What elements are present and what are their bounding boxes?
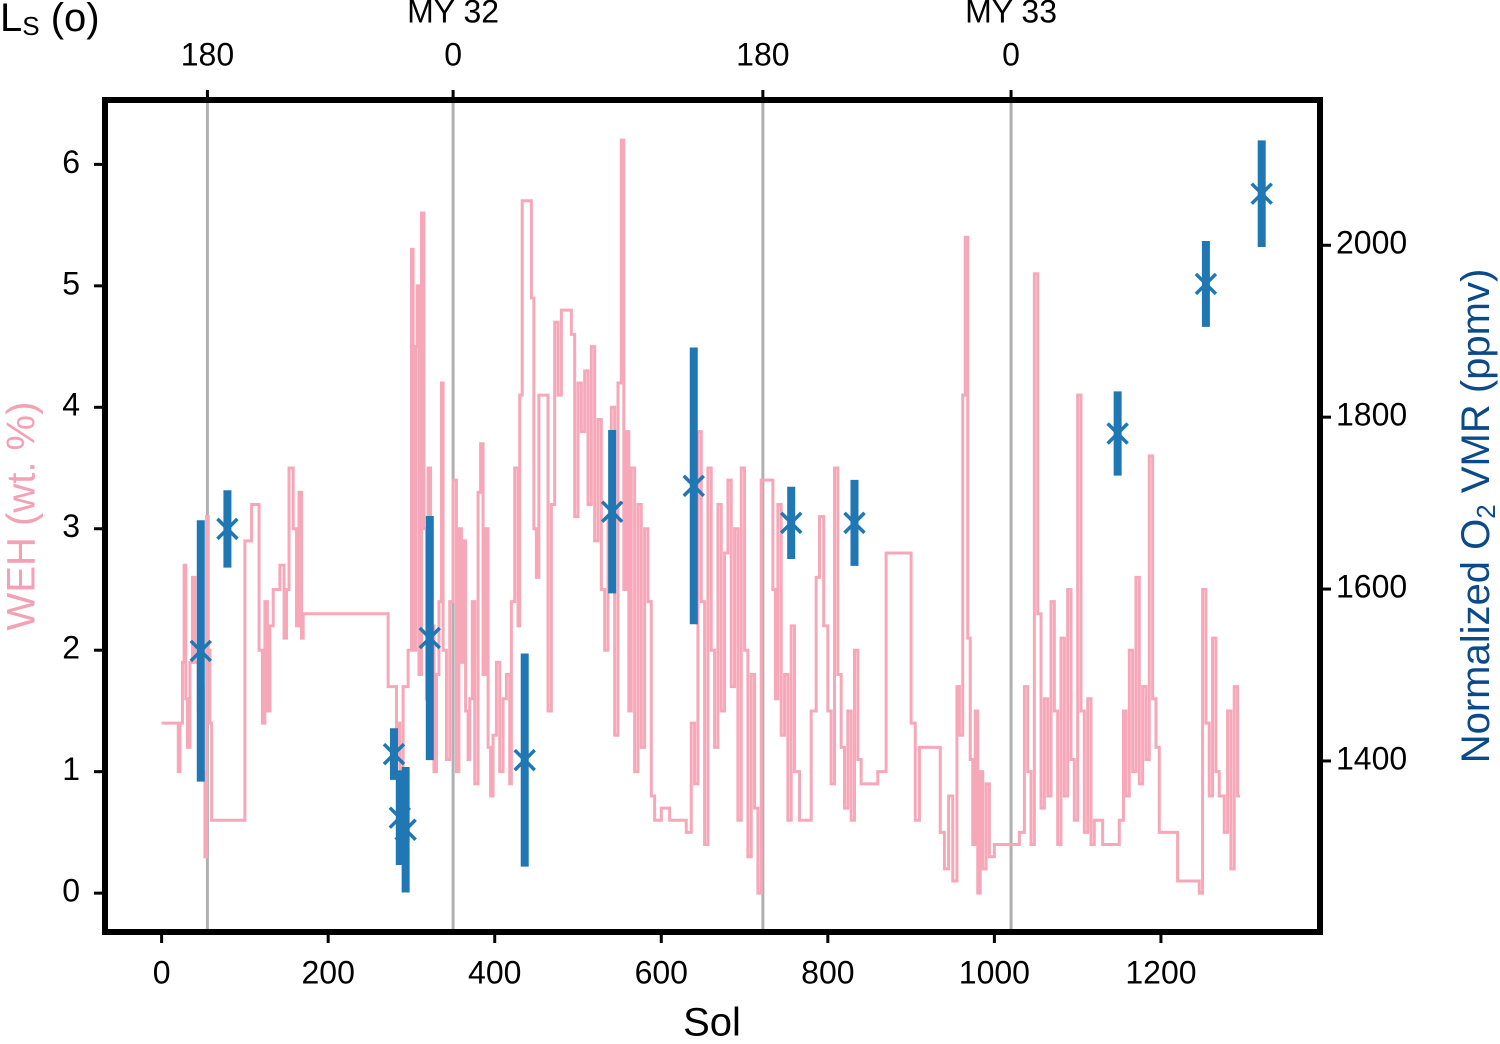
x2-tick-label: 0: [1002, 36, 1020, 72]
marker-stroke: [394, 818, 417, 841]
y2-tick-label: 1600: [1336, 569, 1407, 605]
y2-label-sub: 2: [1471, 504, 1500, 518]
y-tick-label: 4: [62, 387, 80, 423]
y-tick-label: 1: [62, 751, 80, 787]
x-tick-label: 400: [468, 954, 521, 990]
mars-year-label: MY 33: [965, 0, 1057, 29]
marker-stroke: [382, 742, 406, 766]
x-tick-label: 1200: [1125, 954, 1196, 990]
o2-point: [513, 748, 536, 772]
y-tick-label: 5: [62, 265, 80, 301]
x2-tick-label: 0: [444, 36, 462, 72]
marker-stroke: [513, 748, 536, 772]
y2-tick-label: 1800: [1336, 397, 1407, 433]
y2-tick-label: 2000: [1336, 225, 1407, 261]
marker-stroke: [1250, 182, 1273, 205]
marker-stroke: [779, 511, 803, 535]
y-tick-label: 0: [62, 873, 80, 909]
x-tick-label: 600: [635, 954, 688, 990]
o2-point: [779, 511, 803, 535]
x2-label-rest: (o): [40, 0, 100, 40]
o2-point: [682, 474, 706, 498]
o2-point: [382, 742, 406, 766]
marker-stroke: [600, 500, 624, 523]
x-axis-label: Sol: [683, 1001, 741, 1044]
marker-stroke: [843, 511, 866, 535]
marker-stroke: [1106, 422, 1129, 445]
x-tick-label: 0: [153, 954, 171, 990]
y2-label-rest: VMR (ppmv): [1454, 269, 1498, 505]
y-axis-label: WEH (wt. %): [0, 402, 44, 631]
y-tick-label: 2: [62, 630, 80, 666]
x-tick-label: 800: [801, 954, 854, 990]
x-tick-label: 1000: [959, 954, 1030, 990]
marker-stroke: [418, 626, 442, 650]
x2-label-main: L: [0, 0, 22, 40]
weh-line: [161, 138, 1241, 895]
o2-point: [1194, 272, 1218, 296]
o2-point: [216, 517, 239, 541]
o2-point: [1250, 182, 1273, 205]
plot-frame: [102, 97, 1323, 935]
y-tick-label: 3: [62, 508, 80, 544]
x2-tick-label: 180: [181, 36, 234, 72]
o2-point: [1106, 422, 1129, 445]
y2-axis-label: Normalized O2 VMR (ppmv): [1454, 269, 1500, 764]
y-tick-label: 6: [62, 144, 80, 180]
x2-label-sub: S: [22, 11, 39, 41]
o2-point: [394, 818, 417, 841]
y2-tick-label: 1400: [1336, 740, 1407, 776]
o2-point: [189, 639, 213, 663]
o2-point: [843, 511, 866, 535]
x-tick-label: 200: [301, 954, 354, 990]
marker-stroke: [1194, 272, 1218, 296]
y2-label-main: Normalized O: [1454, 519, 1498, 764]
mars-year-label: MY 32: [407, 0, 499, 29]
o2-point: [418, 626, 442, 650]
x2-tick-label: 180: [736, 36, 789, 72]
marker-stroke: [189, 639, 213, 663]
o2-point: [600, 500, 624, 523]
x2-axis-label: LS (o): [0, 0, 100, 41]
marker-stroke: [216, 517, 239, 541]
marker-stroke: [682, 474, 706, 498]
